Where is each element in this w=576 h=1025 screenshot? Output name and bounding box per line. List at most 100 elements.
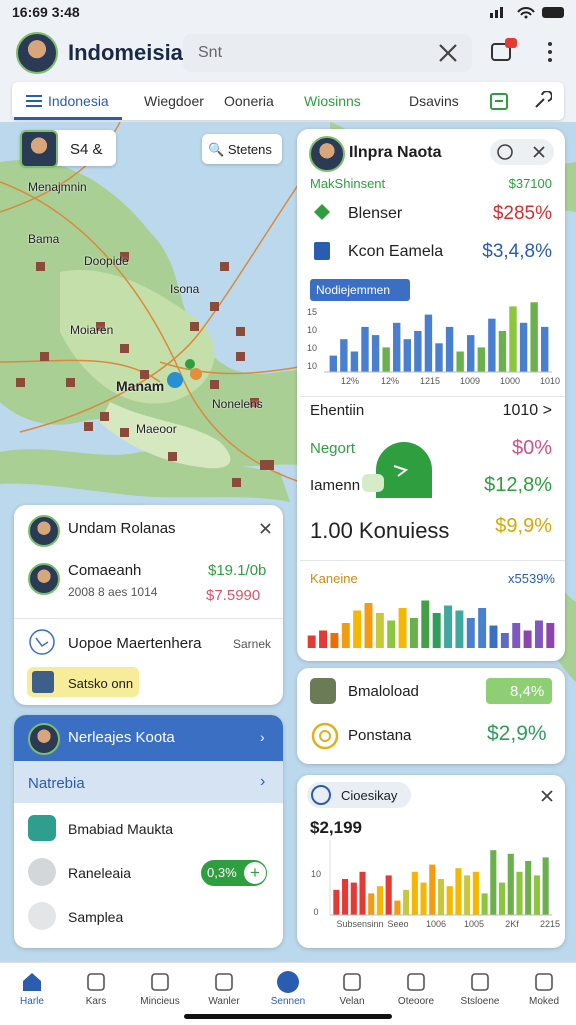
stats-action-icons — [497, 144, 545, 160]
tab[interactable]: Wiosinns — [304, 93, 361, 109]
bar — [359, 871, 366, 915]
stats-avatar — [309, 136, 345, 172]
list-avatar — [28, 723, 60, 755]
tab[interactable]: Dsavins — [409, 93, 459, 109]
person-sub: 2008 8 aes 1014 — [68, 585, 158, 599]
row-value: $2,9% — [487, 722, 547, 745]
bar — [376, 886, 384, 915]
nav-shape — [407, 973, 425, 991]
link-action[interactable]: Sarnek — [233, 637, 272, 651]
list-icon — [28, 858, 56, 886]
bar — [512, 623, 521, 648]
person-value: $19.1/0b — [208, 562, 267, 579]
row-icon — [310, 678, 336, 704]
nav-icon[interactable] — [84, 970, 108, 994]
map-label: Isona — [170, 282, 200, 296]
profile-avatar[interactable] — [16, 32, 58, 74]
nav-label[interactable]: Moked — [528, 996, 559, 1007]
nav-icon[interactable] — [468, 970, 492, 994]
list-item[interactable]: Bmabiad Maukta — [68, 821, 174, 837]
bar-chart: 10 0 Subsensinn Seeo 1006 1005 2Kf 2215 — [311, 840, 560, 929]
badge-text: 0,3% — [207, 865, 237, 880]
bar — [455, 868, 462, 915]
map-label: Maeoor — [136, 422, 177, 436]
close[interactable] — [260, 523, 271, 534]
nav-shape — [87, 973, 105, 991]
bar — [387, 620, 396, 648]
map-chip[interactable] — [202, 134, 282, 164]
row-badge — [486, 678, 552, 704]
list-header[interactable]: Nerleajes Koota — [68, 729, 175, 746]
nav-label[interactable]: Oteoore — [397, 996, 435, 1007]
map-label: Menajmnin — [28, 180, 87, 194]
bar — [333, 889, 340, 915]
nav-icon[interactable] — [404, 970, 428, 994]
more-menu[interactable] — [544, 40, 556, 64]
chevron: › — [260, 729, 265, 745]
chart-label-chip — [310, 279, 410, 301]
tab[interactable]: Indonesia — [48, 93, 109, 109]
search-box[interactable] — [183, 34, 472, 72]
bar — [444, 605, 453, 648]
stat-value: $37100 — [508, 176, 552, 191]
chart-value: $2,199 — [310, 818, 362, 837]
bar — [398, 608, 407, 648]
nav-label[interactable]: Harle — [20, 996, 44, 1007]
x-label: 1006 — [426, 919, 446, 929]
nav-icon[interactable] — [276, 970, 300, 994]
bar — [368, 893, 375, 915]
nav-icon[interactable] — [532, 970, 556, 994]
chart2-label: Kaneine — [310, 571, 358, 586]
nav-icon[interactable] — [212, 970, 236, 994]
nav-shape — [343, 973, 361, 991]
bar — [481, 893, 488, 915]
stats-actions[interactable] — [490, 139, 554, 165]
nav-label[interactable]: Velan — [339, 996, 365, 1007]
bar — [445, 326, 454, 372]
divider — [300, 560, 565, 561]
bar — [466, 618, 475, 648]
badge-plus[interactable]: + — [244, 862, 266, 884]
nav-icon[interactable] — [20, 970, 44, 994]
nav-label[interactable]: Wanler — [208, 996, 240, 1007]
tab[interactable]: Wiegdoer — [144, 93, 204, 109]
bar — [375, 613, 384, 648]
row-label: Ponstana — [348, 727, 412, 744]
bar — [382, 347, 390, 372]
x-label: 1215 — [420, 376, 440, 386]
x-label: 1010 — [540, 376, 560, 386]
bar — [498, 882, 506, 915]
stats-card — [297, 129, 565, 661]
list-item[interactable]: Raneleaia — [68, 865, 132, 881]
divider — [300, 396, 565, 397]
nav-icon[interactable] — [148, 970, 172, 994]
nav-shape — [23, 973, 41, 991]
link-text[interactable]: Uopoe Maertenhera — [68, 635, 202, 652]
list-section[interactable]: Natrebia — [28, 775, 85, 792]
x-label: 12% — [381, 376, 399, 386]
map-chip-label: Stetens — [227, 142, 272, 157]
bar — [409, 618, 418, 648]
notifications[interactable] — [488, 36, 520, 66]
y-label: 0 — [313, 907, 318, 917]
tab[interactable]: Ooneria — [224, 93, 274, 109]
chart-chip-text: Cioesikay — [341, 788, 398, 803]
nav-shape — [471, 973, 489, 991]
list-item[interactable]: Samplea — [68, 909, 124, 925]
search-clear[interactable] — [437, 42, 459, 64]
tab-calendar[interactable] — [489, 91, 509, 111]
bar — [446, 886, 453, 915]
chart-close[interactable] — [540, 789, 554, 803]
stat-label: Blenser — [348, 205, 403, 222]
nav-icon[interactable] — [340, 970, 364, 994]
y-label: 15 — [307, 307, 317, 317]
bar — [509, 306, 517, 372]
nav-label[interactable]: Sennen — [270, 996, 306, 1007]
nav-label[interactable]: Stsloene — [460, 996, 500, 1007]
tab-tool[interactable] — [532, 91, 552, 111]
map-label: Manam — [116, 378, 165, 394]
bar — [414, 331, 422, 372]
x-label: 1005 — [464, 919, 484, 929]
nav-label[interactable]: Mincieus — [140, 996, 180, 1007]
nav-label[interactable]: Kars — [85, 996, 107, 1007]
